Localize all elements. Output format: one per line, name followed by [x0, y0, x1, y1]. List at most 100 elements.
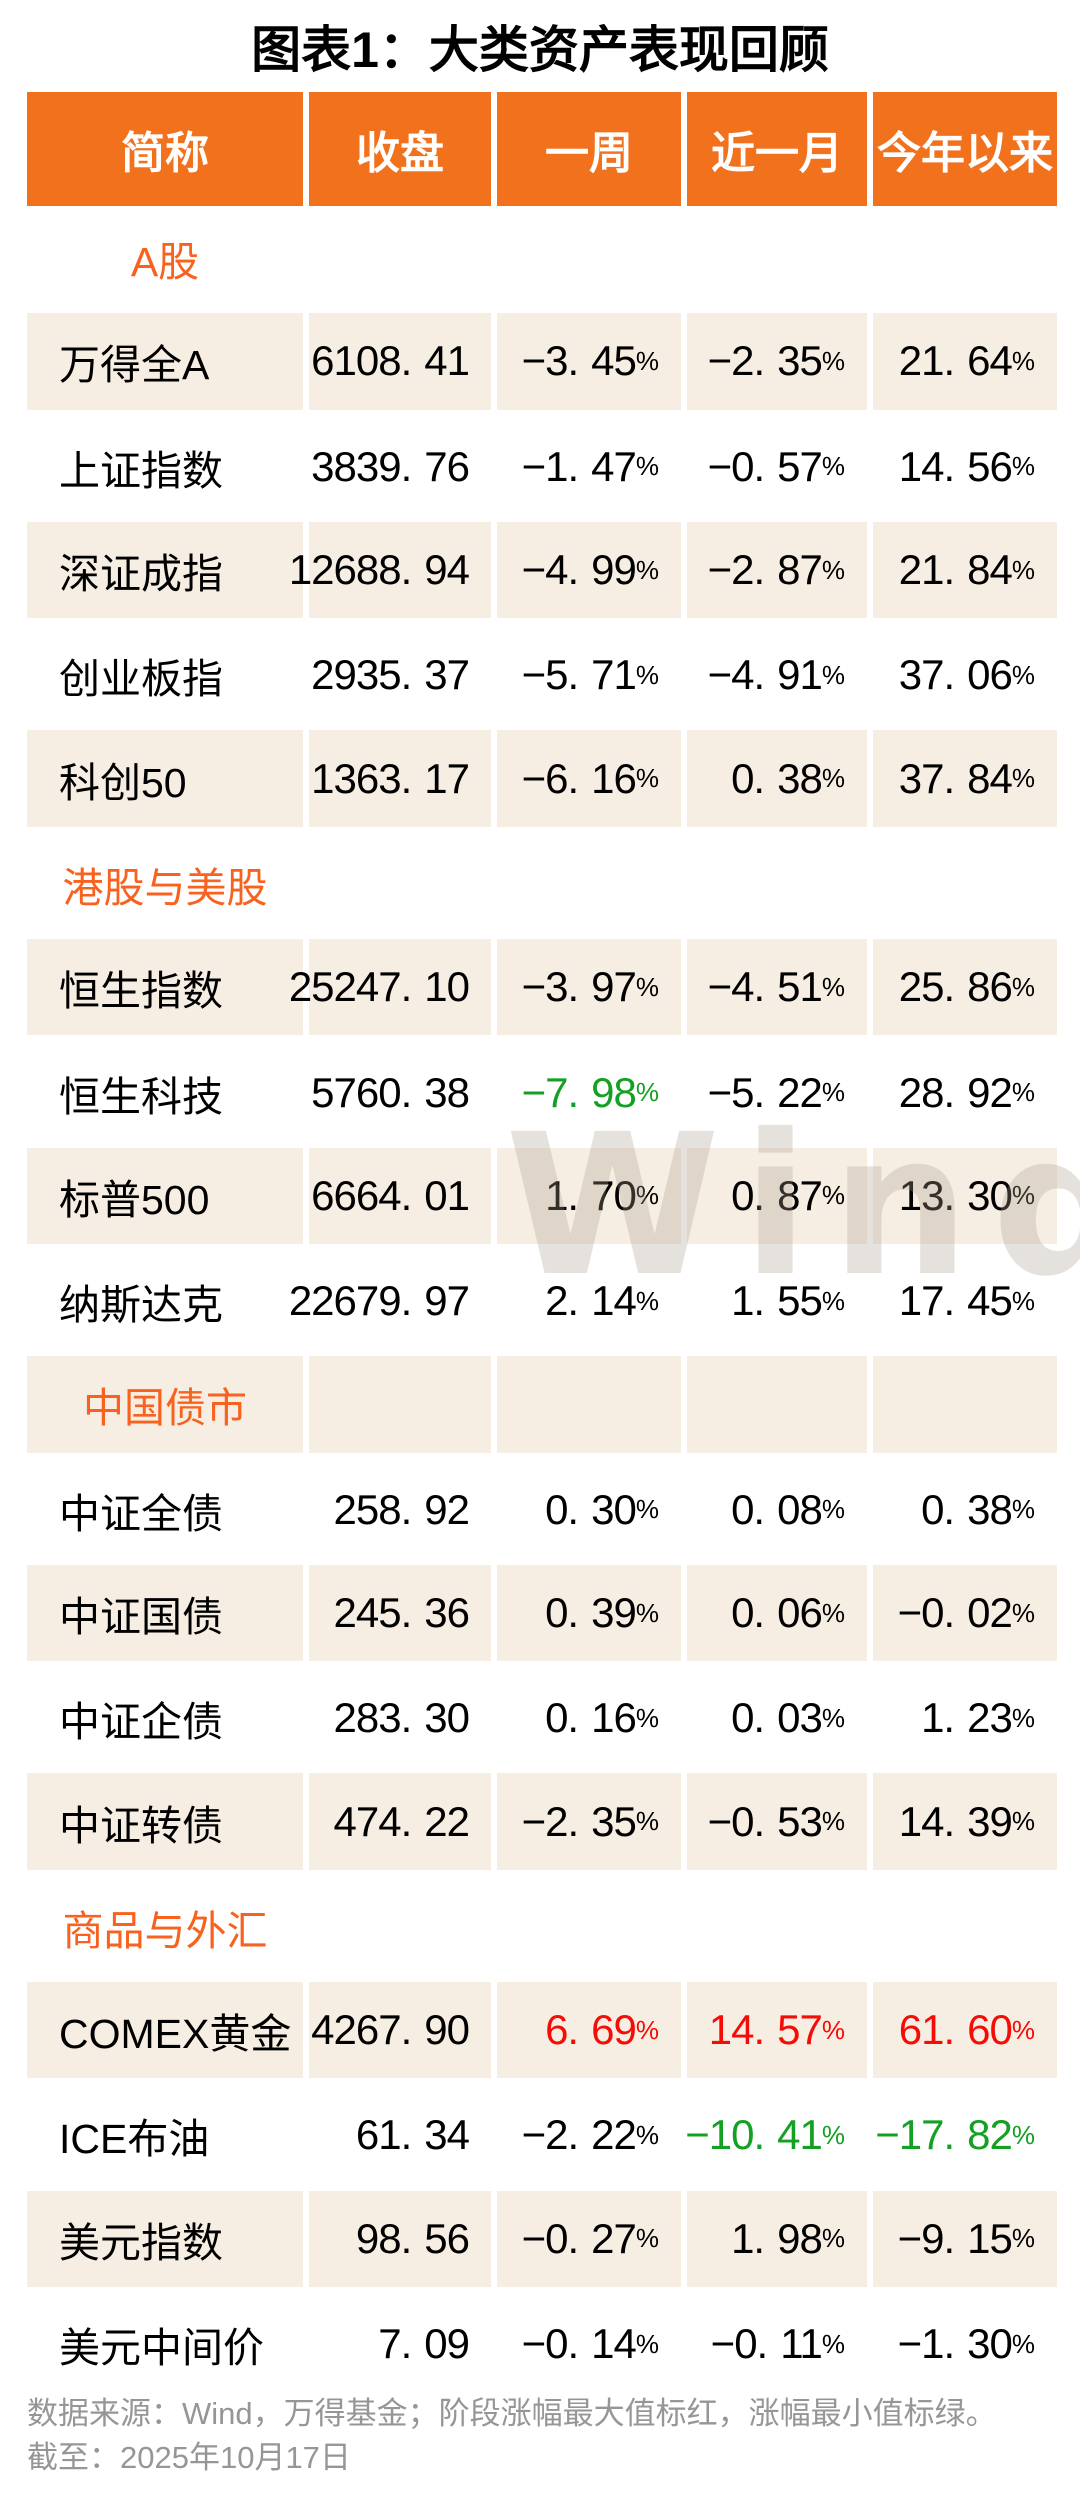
percent-sign: %: [635, 1180, 659, 1211]
percent-sign: %: [821, 1285, 845, 1316]
percent-sign: %: [1011, 763, 1035, 794]
asset-name-cell: 恒生指数: [27, 939, 303, 1036]
table-row: 中证企债 283. 30 0. 16% 0. 03% 1. 23%: [27, 1666, 1057, 1770]
close-cell: 258. 92: [333, 1485, 470, 1533]
percent-sign: %: [821, 763, 845, 794]
percent-sign: %: [821, 971, 845, 1002]
percent-sign: %: [1011, 971, 1035, 1002]
header-cell-week: 一周: [497, 92, 681, 206]
header-cell-name: 简称: [27, 92, 303, 206]
asset-name-cell: 中证全债: [59, 1490, 223, 1537]
percent-sign: %: [821, 2119, 845, 2150]
asset-name-cell: 纳斯达克: [59, 1282, 223, 1329]
close-cell: 5760. 38: [311, 1068, 470, 1116]
ytd-change-cell: 37. 06%: [898, 651, 1035, 699]
table-row: 上证指数 3839. 76 −1. 47% −0. 57% 14. 56%: [27, 415, 1057, 519]
table-row: 中证转债 474. 22 −2. 35% −0. 53% 14. 39%: [27, 1770, 1057, 1874]
month-change-cell: −0. 11%: [710, 2320, 845, 2368]
footer-source-note: 数据来源：Wind，万得基金；阶段涨幅最大值标红，涨幅最小值标绿。: [27, 2396, 997, 2431]
table-row: 美元中间价 7. 09 −0. 14% −0. 11% −1. 30%: [27, 2292, 1057, 2396]
table-row: 恒生指数 25247. 10 −3. 97% −4. 51% 25. 86%: [27, 936, 1057, 1040]
table-row: COMEX黄金 4267. 90 6. 69% 14. 57% 61. 60%: [27, 1979, 1057, 2083]
month-change-cell: 0. 38%: [687, 730, 867, 827]
percent-sign: %: [1011, 1494, 1035, 1525]
ytd-change-cell: −9. 15%: [873, 2190, 1057, 2287]
month-change-cell: −4. 51%: [687, 939, 867, 1036]
header-cell-close: 收盘: [309, 92, 491, 206]
close-cell: 2935. 37: [311, 651, 470, 699]
month-change-cell: 14. 57%: [687, 1982, 867, 2079]
close-cell: 6664. 01: [309, 1147, 491, 1244]
table-row: ICE布油 61. 34 −2. 22% −10. 41% −17. 82%: [27, 2083, 1057, 2187]
week-change-cell: −6. 16%: [497, 730, 681, 827]
table-row: 科创50 1363. 17 −6. 16% 0. 38% 37. 84%: [27, 727, 1057, 831]
empty-cell: [873, 206, 1057, 310]
close-cell: 25247. 10: [289, 939, 491, 1036]
percent-sign: %: [821, 451, 845, 482]
ytd-change-cell: −17. 82%: [875, 2111, 1035, 2159]
percent-sign: %: [1011, 2223, 1035, 2254]
percent-sign: %: [1011, 2119, 1035, 2150]
week-change-cell: −0. 27%: [497, 2190, 681, 2287]
percent-sign: %: [635, 1702, 659, 1733]
percent-sign: %: [635, 1597, 659, 1628]
week-change-cell: −4. 99%: [497, 521, 681, 619]
percent-sign: %: [635, 2328, 659, 2359]
asset-name-cell: 恒生科技: [59, 1073, 223, 1120]
month-change-cell: −0. 53%: [687, 1773, 867, 1870]
week-change-cell: −1. 47%: [521, 442, 659, 490]
ytd-change-cell: 14. 56%: [898, 442, 1035, 490]
ytd-change-cell: 37. 84%: [873, 730, 1057, 827]
percent-sign: %: [635, 1806, 659, 1837]
week-change-cell: −2. 22%: [521, 2111, 659, 2159]
ytd-change-cell: −0. 02%: [873, 1564, 1057, 1662]
asset-name-cell: 美元指数: [27, 2190, 303, 2287]
chart-title: 图表1：大类资产表现回顾: [251, 22, 829, 78]
close-cell: 61. 34: [355, 2111, 470, 2159]
week-change-cell: −2. 35%: [497, 1773, 681, 1870]
section-row: 商品与外汇: [27, 1875, 1057, 1979]
percent-sign: %: [1011, 1806, 1035, 1837]
asset-name-cell: 标普500: [27, 1147, 303, 1244]
ytd-change-cell: 28. 92%: [898, 1068, 1035, 1116]
ytd-change-cell: 21. 64%: [873, 313, 1057, 410]
empty-cell: [309, 832, 491, 936]
percent-sign: %: [635, 971, 659, 1002]
week-change-cell: −3. 45%: [497, 313, 681, 410]
percent-sign: %: [821, 659, 845, 690]
percent-sign: %: [635, 2223, 659, 2254]
percent-sign: %: [635, 2014, 659, 2045]
week-change-cell: 0. 16%: [545, 1694, 659, 1742]
week-change-cell: 2. 14%: [545, 1277, 659, 1325]
section-label: 商品与外汇: [62, 1907, 268, 1954]
table-row: 万得全A 6108. 41 −3. 45% −2. 35% 21. 64%: [27, 310, 1057, 414]
percent-sign: %: [821, 1180, 845, 1211]
asset-name-cell: COMEX黄金: [27, 1982, 303, 2079]
asset-name-cell: 深证成指: [27, 521, 303, 619]
empty-cell: [687, 832, 867, 936]
ytd-change-cell: 21. 84%: [873, 521, 1057, 619]
percent-sign: %: [1011, 1702, 1035, 1733]
asset-name-cell: 上证指数: [59, 447, 223, 494]
table-row: 创业板指 2935. 37 −5. 71% −4. 91% 37. 06%: [27, 623, 1057, 727]
week-change-cell: −3. 97%: [497, 939, 681, 1036]
week-change-cell: 1. 70%: [497, 1147, 681, 1244]
percent-sign: %: [821, 2223, 845, 2254]
section-label: 港股与美股: [62, 864, 268, 911]
section-label: A股: [130, 239, 200, 286]
table-row: 恒生科技 5760. 38 −7. 98% −5. 22% 28. 92%: [27, 1040, 1057, 1144]
percent-sign: %: [1011, 1180, 1035, 1211]
empty-cell: [309, 206, 491, 310]
close-cell: 283. 30: [333, 1694, 470, 1742]
section-row: 中国债市: [27, 1353, 1057, 1457]
percent-sign: %: [821, 2328, 845, 2359]
asset-name-cell: 美元中间价: [59, 2325, 264, 2372]
month-change-cell: −2. 35%: [687, 313, 867, 410]
header-cell-month: 近一月: [687, 92, 867, 206]
footer: 数据来源：Wind，万得基金；阶段涨幅最大值标红，涨幅最小值标绿。 截至：202…: [27, 2392, 997, 2480]
percent-sign: %: [635, 1077, 659, 1108]
ytd-change-cell: −1. 30%: [897, 2320, 1035, 2368]
month-change-cell: −2. 87%: [687, 521, 867, 619]
asset-name-cell: 中证国债: [27, 1564, 303, 1662]
table-rows: A股万得全A 6108. 41 −3. 45% −2. 35% 21. 64% 上证指数 3…: [27, 206, 1057, 2396]
